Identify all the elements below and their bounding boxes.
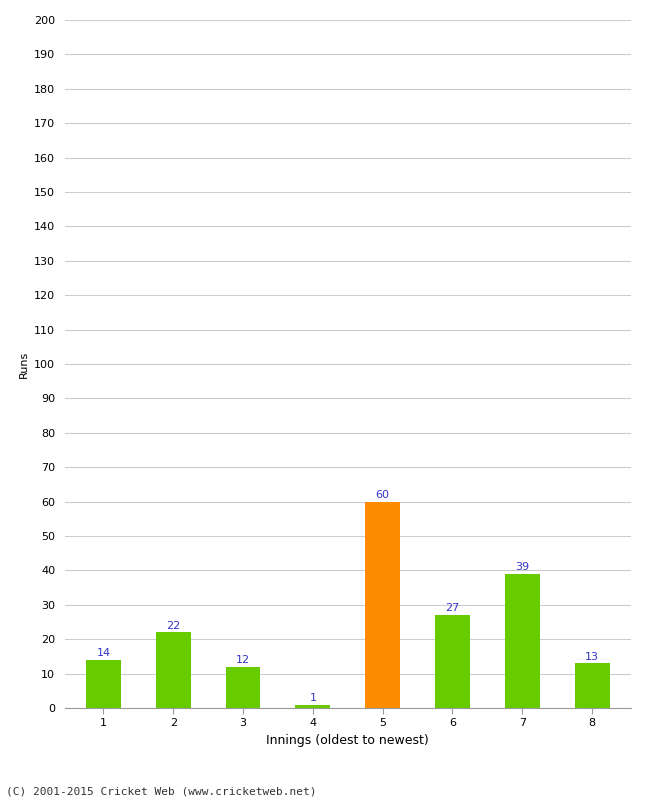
Bar [365, 502, 400, 708]
Text: (C) 2001-2015 Cricket Web (www.cricketweb.net): (C) 2001-2015 Cricket Web (www.cricketwe… [6, 786, 317, 796]
Bar [156, 632, 190, 708]
Text: 39: 39 [515, 562, 529, 572]
Text: 27: 27 [445, 603, 460, 614]
X-axis label: Innings (oldest to newest): Innings (oldest to newest) [266, 734, 429, 747]
Text: 1: 1 [309, 693, 317, 703]
Bar [86, 660, 121, 708]
Text: 60: 60 [376, 490, 389, 500]
Bar [505, 574, 540, 708]
Bar [295, 705, 330, 708]
Bar [435, 615, 470, 708]
Y-axis label: Runs: Runs [19, 350, 29, 378]
Bar [575, 663, 610, 708]
Text: 14: 14 [96, 648, 110, 658]
Text: 13: 13 [585, 651, 599, 662]
Bar [226, 666, 261, 708]
Text: 12: 12 [236, 655, 250, 665]
Text: 22: 22 [166, 621, 180, 630]
